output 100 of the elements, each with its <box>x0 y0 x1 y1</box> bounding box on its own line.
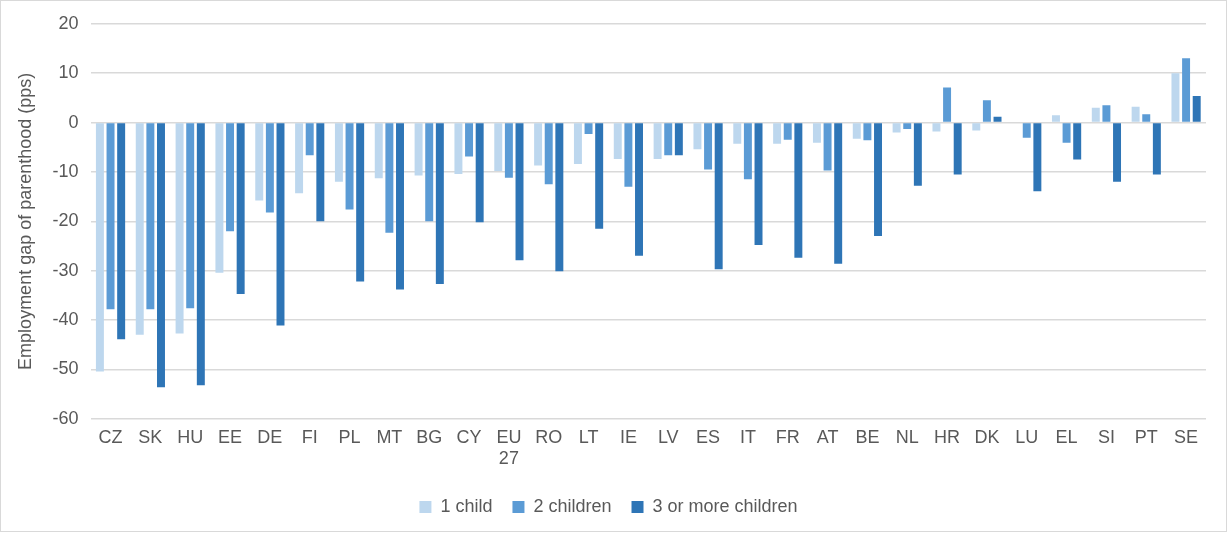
bar <box>1142 114 1151 122</box>
x-tick-label: EE <box>218 426 243 447</box>
bar <box>932 123 941 132</box>
bar <box>943 87 952 122</box>
bar <box>972 123 981 131</box>
bar <box>794 123 803 258</box>
y-tick-label: -30 <box>52 259 79 280</box>
bar <box>693 123 702 150</box>
bar <box>295 123 304 194</box>
bar <box>863 123 872 141</box>
x-tick-label: PT <box>1134 426 1158 447</box>
bar <box>714 123 723 270</box>
x-tick-label: PL <box>338 426 361 447</box>
bar <box>356 123 365 282</box>
bar <box>1091 107 1100 122</box>
bar <box>1113 123 1122 182</box>
bar <box>196 123 205 386</box>
x-tick-label: LU <box>1015 426 1039 447</box>
bar <box>186 123 195 309</box>
y-tick-label: -50 <box>52 358 79 379</box>
bar <box>215 123 224 273</box>
bar <box>534 123 543 166</box>
bar <box>544 123 553 185</box>
bar <box>1022 123 1031 138</box>
x-tick-label: DK <box>974 426 1000 447</box>
bar <box>117 123 126 340</box>
bar <box>773 123 782 144</box>
x-tick-label: LV <box>657 426 679 447</box>
bar <box>982 100 991 122</box>
bar <box>226 123 235 232</box>
bar <box>135 123 144 335</box>
x-tick-label: MT <box>376 426 403 447</box>
bar <box>834 123 843 264</box>
bar <box>635 123 643 256</box>
bar <box>345 123 354 210</box>
bar <box>157 123 165 388</box>
y-tick-label: -60 <box>52 407 79 428</box>
bar <box>95 123 104 372</box>
bar <box>175 123 184 334</box>
bar <box>465 123 474 157</box>
legend-label: 2 children <box>533 495 612 516</box>
bar <box>1073 123 1082 160</box>
x-tick-label: CZ <box>98 426 123 447</box>
bar <box>1131 106 1140 122</box>
bar <box>385 123 394 233</box>
bar <box>396 123 404 290</box>
bar <box>874 123 883 237</box>
bar <box>236 123 245 294</box>
x-tick-label: SI <box>1097 426 1115 447</box>
y-tick-label: -10 <box>52 160 79 181</box>
bar <box>1192 95 1201 122</box>
bar <box>316 123 325 222</box>
x-tick-label: FR <box>775 426 800 447</box>
y-tick-label: -40 <box>52 309 79 330</box>
x-tick-label: EL <box>1055 426 1078 447</box>
x-tick-label: LT <box>578 426 599 447</box>
bar <box>1051 115 1060 122</box>
bar <box>1102 105 1111 122</box>
bar <box>494 123 503 171</box>
x-tick-label: HR <box>934 426 961 447</box>
bar <box>754 123 763 245</box>
x-tick-label: DE <box>257 426 283 447</box>
bar <box>653 123 662 160</box>
bar <box>613 123 622 160</box>
y-axis-title: Employment gap of parenthood (pps) <box>14 72 35 370</box>
x-tick-label: NL <box>895 426 919 447</box>
bar <box>1152 123 1161 175</box>
bar <box>624 123 633 187</box>
bar <box>255 123 264 201</box>
bar <box>305 123 314 156</box>
y-tick-label: 20 <box>58 12 79 33</box>
bar <box>953 123 962 175</box>
bar <box>812 123 821 143</box>
y-tick-label: -20 <box>52 210 79 231</box>
bar <box>573 123 582 165</box>
bar <box>852 123 861 139</box>
bar <box>475 123 484 223</box>
x-tick-label: IE <box>619 426 637 447</box>
bar <box>595 123 604 229</box>
x-tick-label: BE <box>855 426 880 447</box>
y-tick-label: 0 <box>68 111 79 132</box>
legend-label: 3 or more children <box>652 495 798 516</box>
bar <box>555 123 564 272</box>
x-tick-label: SK <box>138 426 163 447</box>
bar <box>504 123 513 178</box>
bar <box>334 123 343 182</box>
x-tick-label: IT <box>739 426 756 447</box>
bar <box>435 123 444 285</box>
bar <box>1062 123 1071 143</box>
bar <box>743 123 752 180</box>
bar <box>913 123 922 186</box>
x-tick-label: ES <box>696 426 721 447</box>
x-tick-label: EU 27 <box>496 426 522 469</box>
bar <box>783 123 792 140</box>
bar <box>106 123 115 310</box>
bar <box>892 123 901 133</box>
x-tick-label: CY <box>456 426 482 447</box>
bar <box>425 123 434 222</box>
y-tick-label: 10 <box>58 62 79 83</box>
x-tick-label: BG <box>416 426 443 447</box>
